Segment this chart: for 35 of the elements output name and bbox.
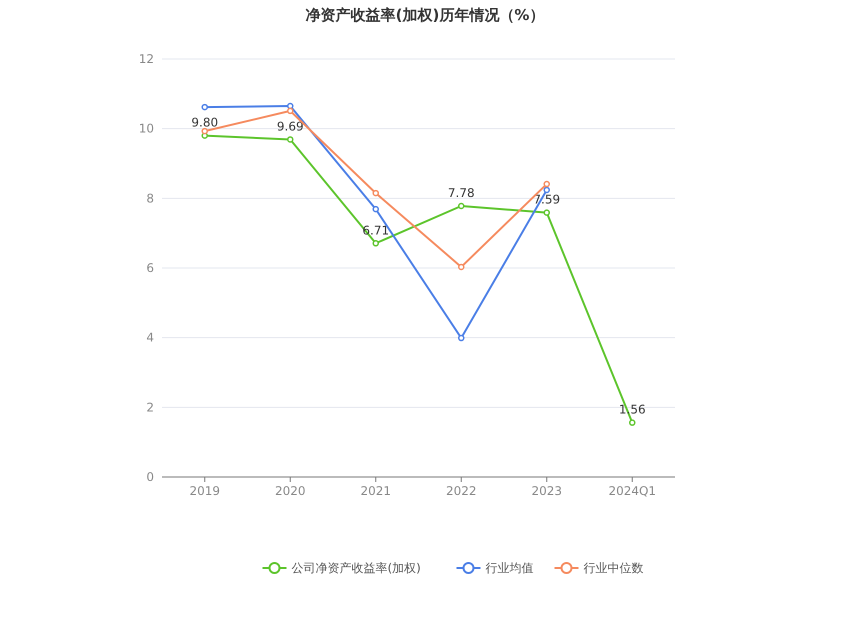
point	[372, 190, 379, 196]
x-tick-label: 2021	[360, 484, 392, 498]
data-label: 7.78	[448, 186, 475, 200]
point	[202, 104, 208, 110]
point	[372, 240, 379, 247]
point	[544, 180, 550, 188]
point	[544, 186, 550, 194]
y-tick-label: 0	[146, 470, 154, 484]
point	[458, 202, 464, 210]
x-tick-label: 2019	[189, 484, 220, 498]
x-tick-label: 2023	[531, 484, 562, 498]
point	[202, 128, 208, 134]
point	[287, 136, 294, 143]
legend-label: 行业均值	[486, 561, 534, 575]
y-tick-label: 4	[146, 330, 154, 345]
y-tick-label: 10	[138, 122, 154, 136]
y-tick-label: 2	[146, 400, 154, 414]
point	[287, 102, 294, 110]
point	[458, 334, 464, 342]
point	[629, 419, 636, 426]
data-label: 9.69	[276, 119, 304, 134]
y-tick-label: 8	[146, 191, 154, 206]
y-tick-label: 6	[146, 261, 154, 275]
legend-label: 行业中位数	[584, 561, 644, 575]
point	[287, 108, 294, 114]
point	[372, 206, 379, 212]
legend-label: 公司净资产收益率(加权)	[292, 561, 421, 575]
x-tick-label: 2022	[446, 484, 477, 498]
y-tick-label: 12	[138, 52, 154, 66]
chart-title: 净资产收益率(加权)历年情况（%）	[306, 6, 544, 24]
point	[458, 264, 464, 270]
x-tick-label: 2024Q1	[608, 484, 656, 498]
point	[544, 209, 550, 216]
x-tick-label: 2020	[274, 484, 306, 498]
data-label: 9.80	[191, 116, 218, 130]
